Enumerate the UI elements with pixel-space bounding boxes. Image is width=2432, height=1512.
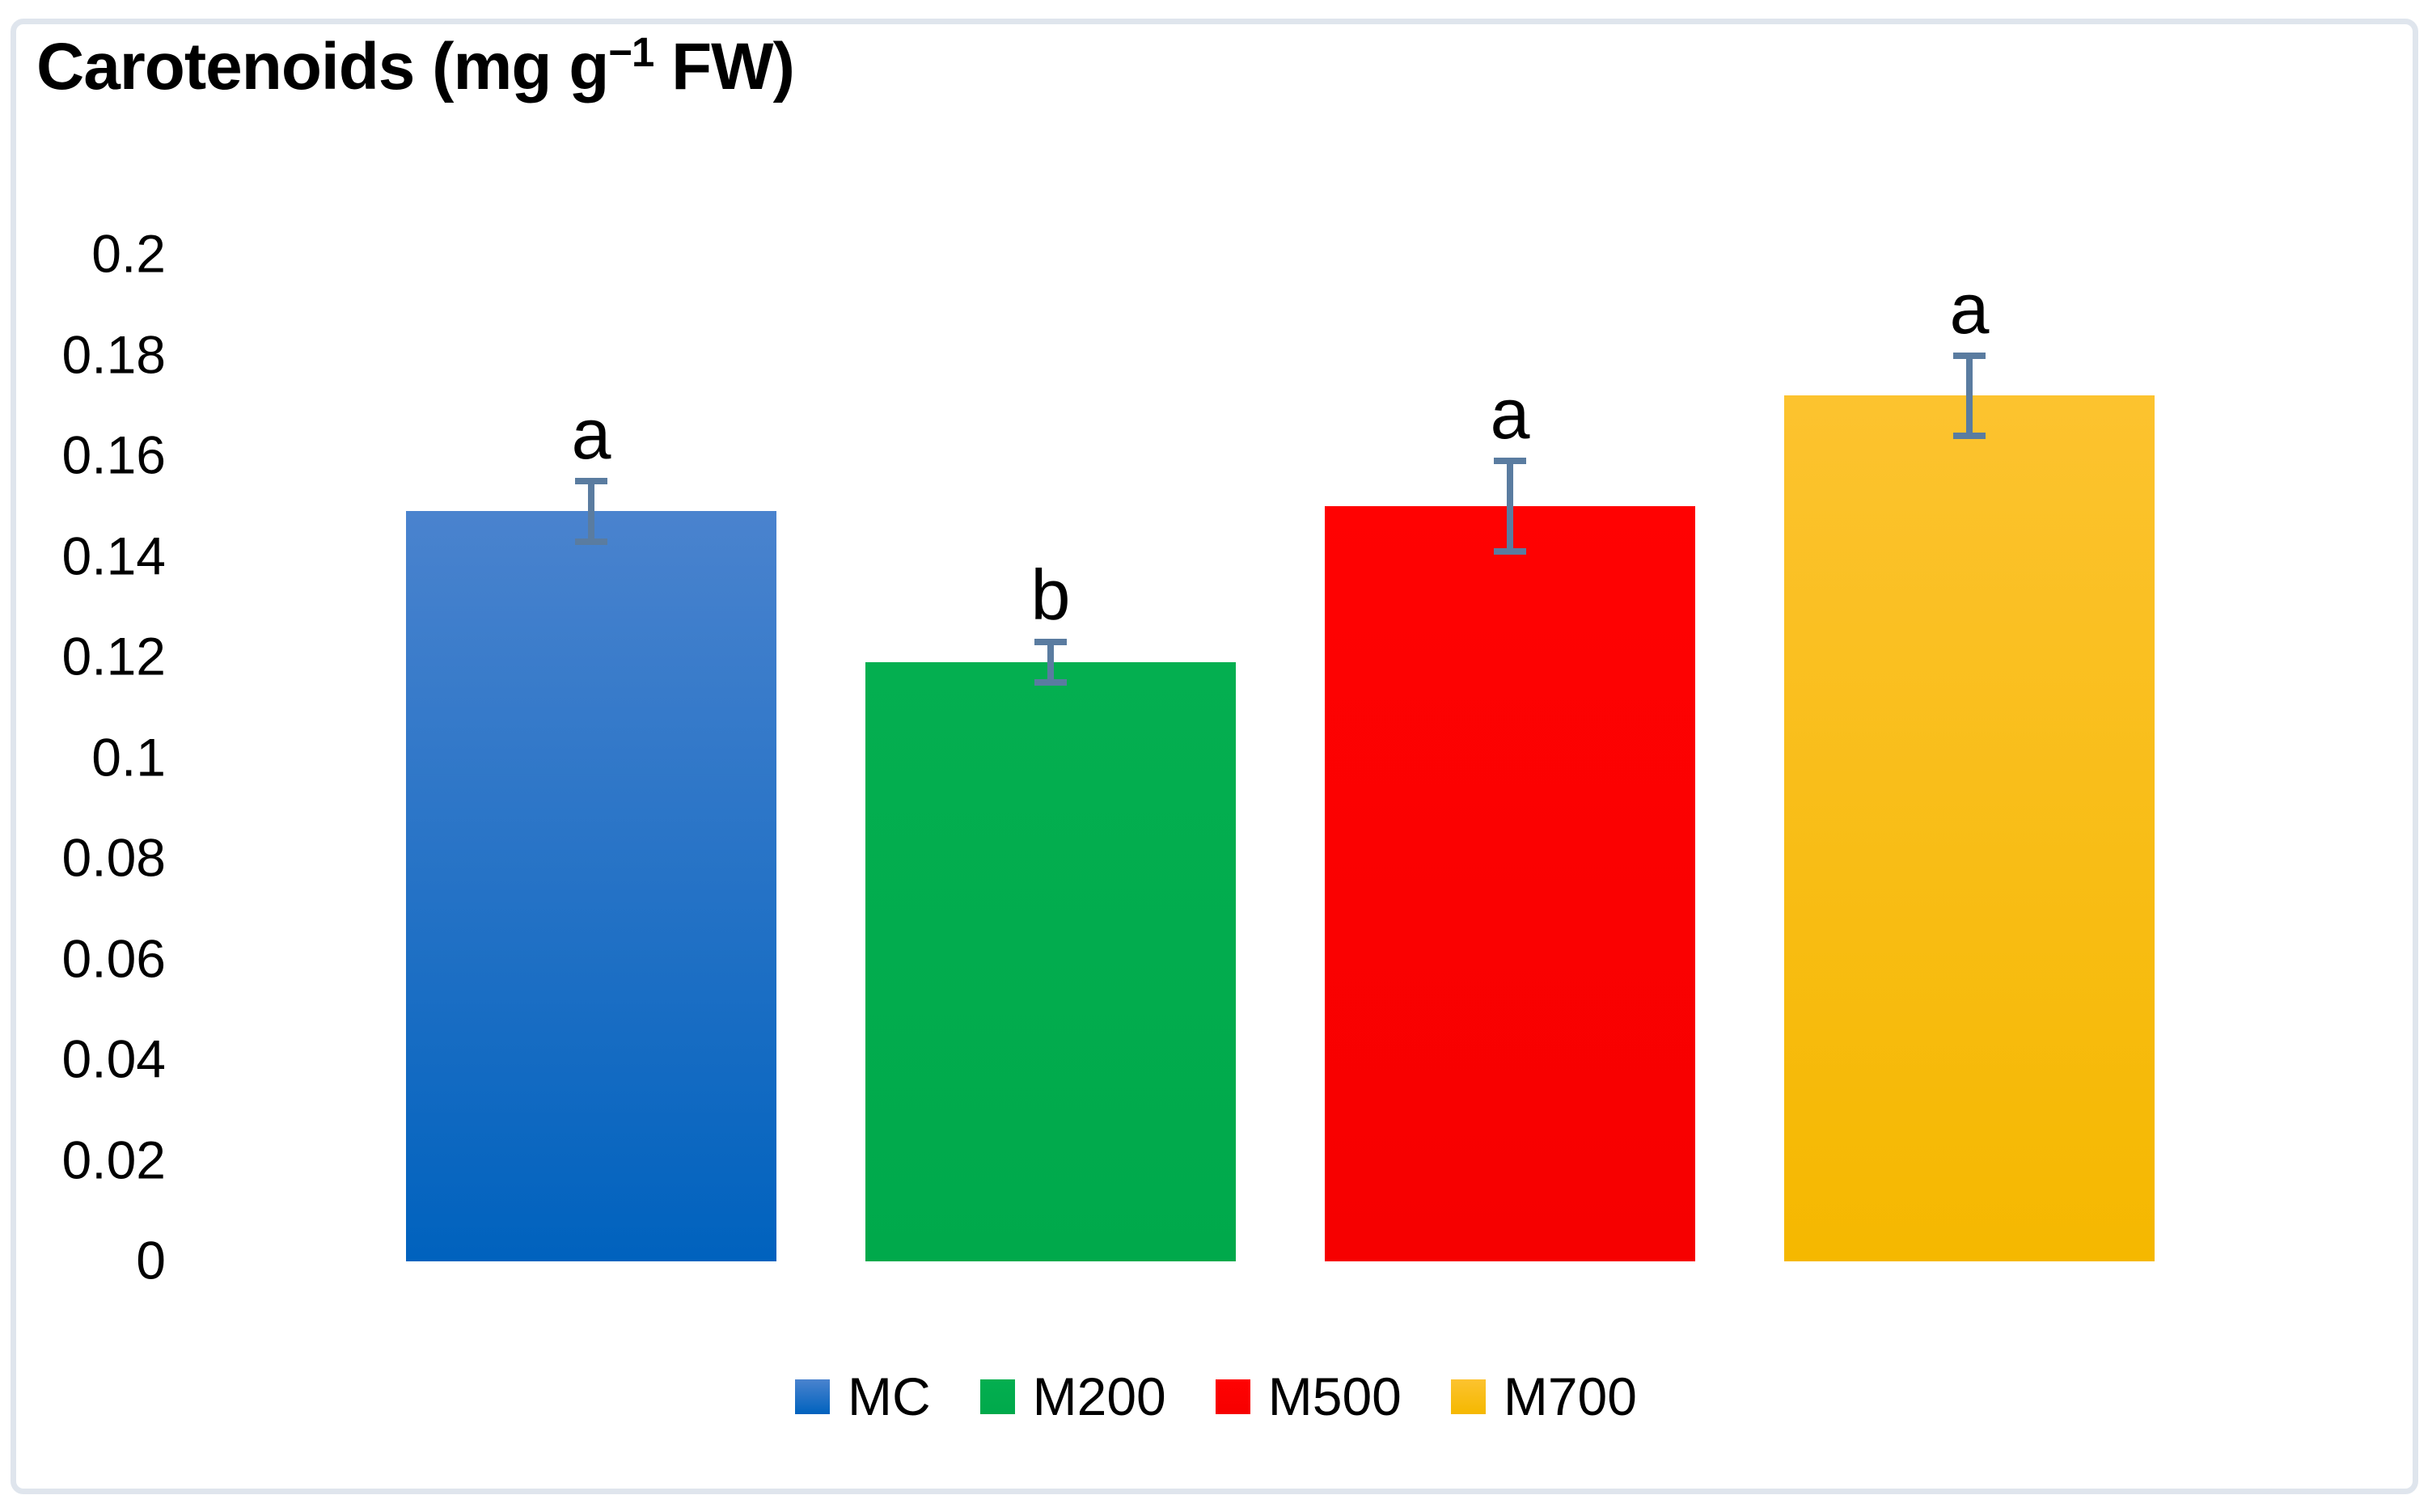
chart-title: Carotenoids (mg g−1 FW) (36, 29, 795, 105)
bar-MC (406, 511, 776, 1261)
legend-item-MC: MC (795, 1370, 931, 1423)
significance-letter-M200: b (1030, 555, 1071, 636)
y-axis-tick-label: 0.02 (61, 1130, 166, 1190)
y-axis-tick-label: 0.14 (61, 526, 166, 586)
legend-label-MC: MC (848, 1366, 931, 1426)
error-bar-line-M700 (1966, 355, 1973, 437)
y-axis-tick-label: 0.06 (61, 928, 166, 989)
legend-item-M200: M200 (979, 1366, 1166, 1426)
y-axis-tick-label: 0.18 (61, 324, 166, 385)
error-bar-top-cap-M200 (1034, 639, 1067, 646)
error-bar-top-cap-MC (575, 478, 607, 485)
significance-letter-MC: a (571, 394, 611, 475)
bar-M500 (1325, 506, 1695, 1261)
legend-label-M200: M200 (1032, 1366, 1166, 1426)
y-axis-tick-label: 0.08 (61, 827, 166, 888)
error-bar-line-M200 (1047, 642, 1054, 683)
error-bar-line-MC (588, 481, 594, 542)
error-bar-bottom-cap-M500 (1494, 548, 1526, 555)
error-bar-bottom-cap-M700 (1953, 433, 1986, 440)
legend-item-M500: M500 (1215, 1366, 1402, 1426)
legend-marker-M500 (1215, 1379, 1250, 1414)
y-axis-tick-label: 0.16 (61, 424, 166, 485)
chart-title-prefix: Carotenoids (mg g (36, 30, 609, 103)
error-bar-line-M500 (1507, 461, 1513, 552)
legend-marker-M700 (1450, 1379, 1486, 1414)
legend-item-M700: M700 (1450, 1366, 1637, 1426)
legend-marker-M200 (979, 1379, 1015, 1414)
legend-label-M500: M500 (1267, 1366, 1402, 1426)
error-bar-bottom-cap-M200 (1034, 679, 1067, 686)
bar-M700 (1784, 395, 2155, 1261)
error-bar-bottom-cap-MC (575, 538, 607, 545)
significance-letter-M500: a (1490, 374, 1530, 454)
y-axis-tick-label: 0.04 (61, 1028, 166, 1089)
chart-title-suffix: FW) (653, 30, 795, 103)
error-bar-top-cap-M500 (1494, 458, 1526, 465)
bar-M200 (865, 662, 1236, 1261)
error-bar-top-cap-M700 (1953, 352, 1986, 359)
chart-title-superscript: −1 (608, 29, 654, 76)
legend-label-M700: M700 (1503, 1366, 1637, 1426)
y-axis-tick-label: 0 (136, 1230, 166, 1290)
chart-legend: MC M200 M500 M700 (795, 1370, 1637, 1423)
legend-marker-MC (795, 1379, 830, 1414)
y-axis-tick-label: 0.2 (91, 223, 166, 284)
y-axis-tick-label: 0.1 (91, 727, 166, 788)
significance-letter-M700: a (1949, 268, 1990, 348)
y-axis-tick-label: 0.12 (61, 626, 166, 686)
